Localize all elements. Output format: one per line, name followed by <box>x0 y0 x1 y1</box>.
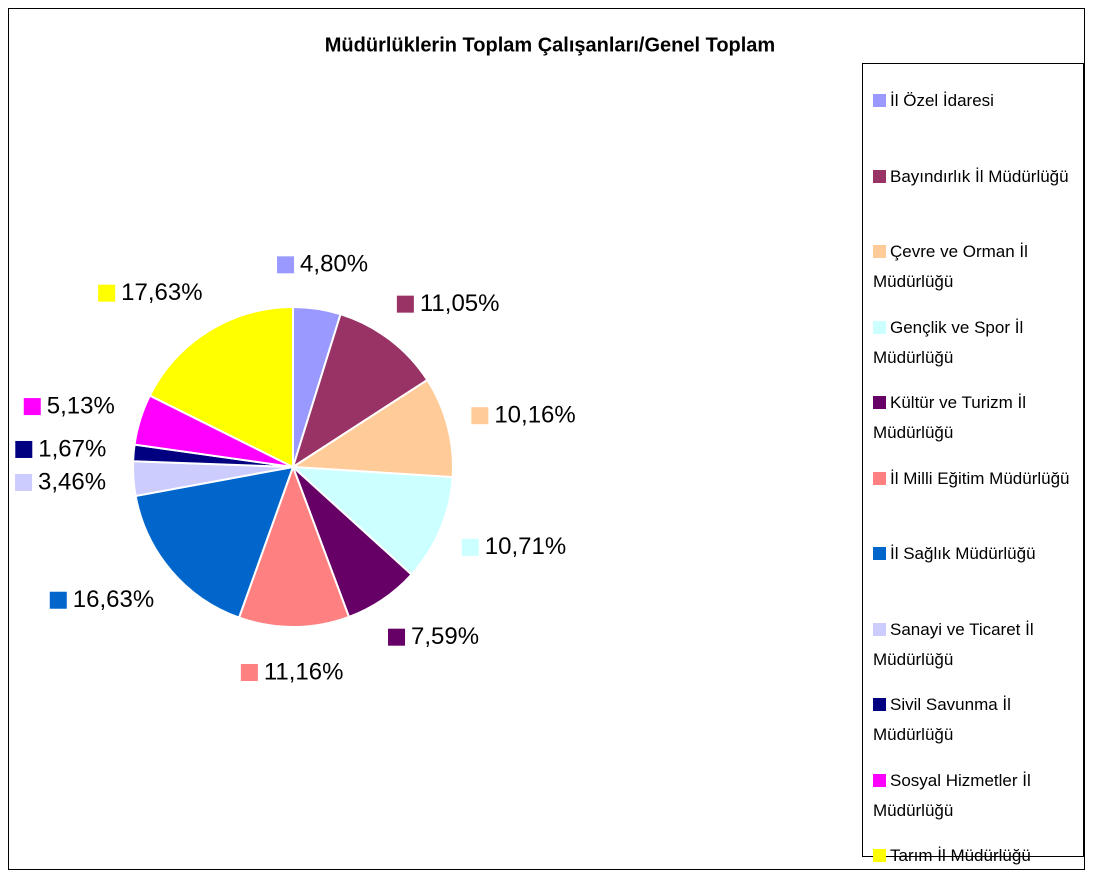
label-swatch <box>461 538 479 556</box>
pie-slice <box>290 465 454 576</box>
legend-swatch <box>873 773 886 787</box>
legend-label: Kültür ve Turizm İl Müdürlüğü <box>873 393 1027 442</box>
legend-item: İl Özel İdaresi <box>873 86 1078 116</box>
data-label: 17,63% <box>121 279 202 306</box>
data-label: 10,16% <box>494 402 575 429</box>
legend-label: Sivil Savunma İl Müdürlüğü <box>873 695 1011 744</box>
pie-slice <box>134 465 295 619</box>
legend-swatch <box>873 245 886 258</box>
legend-label: Tarım İl Müdürlüğü <box>890 846 1031 865</box>
label-swatch <box>471 407 489 425</box>
label-swatch <box>15 473 33 491</box>
legend-item: Kültür ve Turizm İl Müdürlüğü <box>873 388 1078 448</box>
label-swatch <box>15 440 33 458</box>
data-label: 16,63% <box>73 586 154 613</box>
data-label: 7,59% <box>411 623 479 650</box>
legend-swatch <box>873 698 886 711</box>
legend-item: Gençlik ve Spor İl Müdürlüğü <box>873 313 1078 373</box>
legend-item: Bayındırlık İl Müdürlüğü <box>873 162 1078 192</box>
data-label: 1,67% <box>38 435 106 462</box>
legend-item: Sosyal Hizmetler İl Müdürlüğü <box>873 766 1078 826</box>
legend-item: Tarım İl Müdürlüğü <box>873 841 1078 871</box>
data-label: 4,80% <box>300 251 368 278</box>
data-label: 11,16% <box>264 658 344 685</box>
label-swatch <box>240 663 258 681</box>
legend-item: Sivil Savunma İl Müdürlüğü <box>873 690 1078 750</box>
label-swatch <box>23 398 41 416</box>
data-label: 10,71% <box>485 533 566 560</box>
data-label: 5,13% <box>47 392 115 419</box>
legend-swatch <box>873 471 886 485</box>
pie-slice <box>289 378 454 479</box>
legend-label: Sosyal Hizmetler İl Müdürlüğü <box>873 770 1031 820</box>
legend-item: İl Sağlık Müdürlüğü <box>873 539 1078 569</box>
legend-item: İl Milli Eğitim Müdürlüğü <box>873 464 1078 494</box>
legend-swatch <box>873 320 886 334</box>
label-swatch <box>396 295 414 313</box>
legend-label: İl Sağlık Müdürlüğü <box>890 544 1036 563</box>
legend-swatch <box>873 547 886 560</box>
legend-swatch <box>873 396 886 409</box>
legend-item: Sanayi ve Ticaret İl Müdürlüğü <box>873 615 1078 675</box>
legend-label: Gençlik ve Spor İl Müdürlüğü <box>873 317 1024 367</box>
legend-label: Sanayi ve Ticaret İl Müdürlüğü <box>873 619 1034 669</box>
legend-swatch <box>873 849 886 862</box>
label-swatch <box>277 256 295 274</box>
legend-label: İl Milli Eğitim Müdürlüğü <box>890 468 1070 488</box>
data-label: 3,46% <box>38 468 106 495</box>
legend-item: Çevre ve Orman İl Müdürlüğü <box>873 237 1078 297</box>
legend-swatch <box>873 622 886 636</box>
legend-label: İl Özel İdaresi <box>890 91 994 110</box>
label-swatch <box>98 284 116 302</box>
pie-slice <box>148 305 294 469</box>
label-swatch <box>49 591 67 609</box>
chart-title: Müdürlüklerin Toplam Çalışanları/Genel T… <box>325 34 775 56</box>
legend-swatch <box>873 169 886 183</box>
legend-swatch <box>873 94 886 107</box>
data-label: 11,05% <box>420 290 500 317</box>
pie-slice <box>291 312 429 470</box>
legend: İl Özel İdaresi Bayındırlık İl Müdürlüğü Ç… <box>862 63 1084 865</box>
legend-label: Bayındırlık İl Müdürlüğü <box>890 166 1069 186</box>
legend-label: Çevre ve Orman İl Müdürlüğü <box>873 242 1028 291</box>
label-swatch <box>388 628 406 646</box>
pie-slice <box>237 464 351 628</box>
